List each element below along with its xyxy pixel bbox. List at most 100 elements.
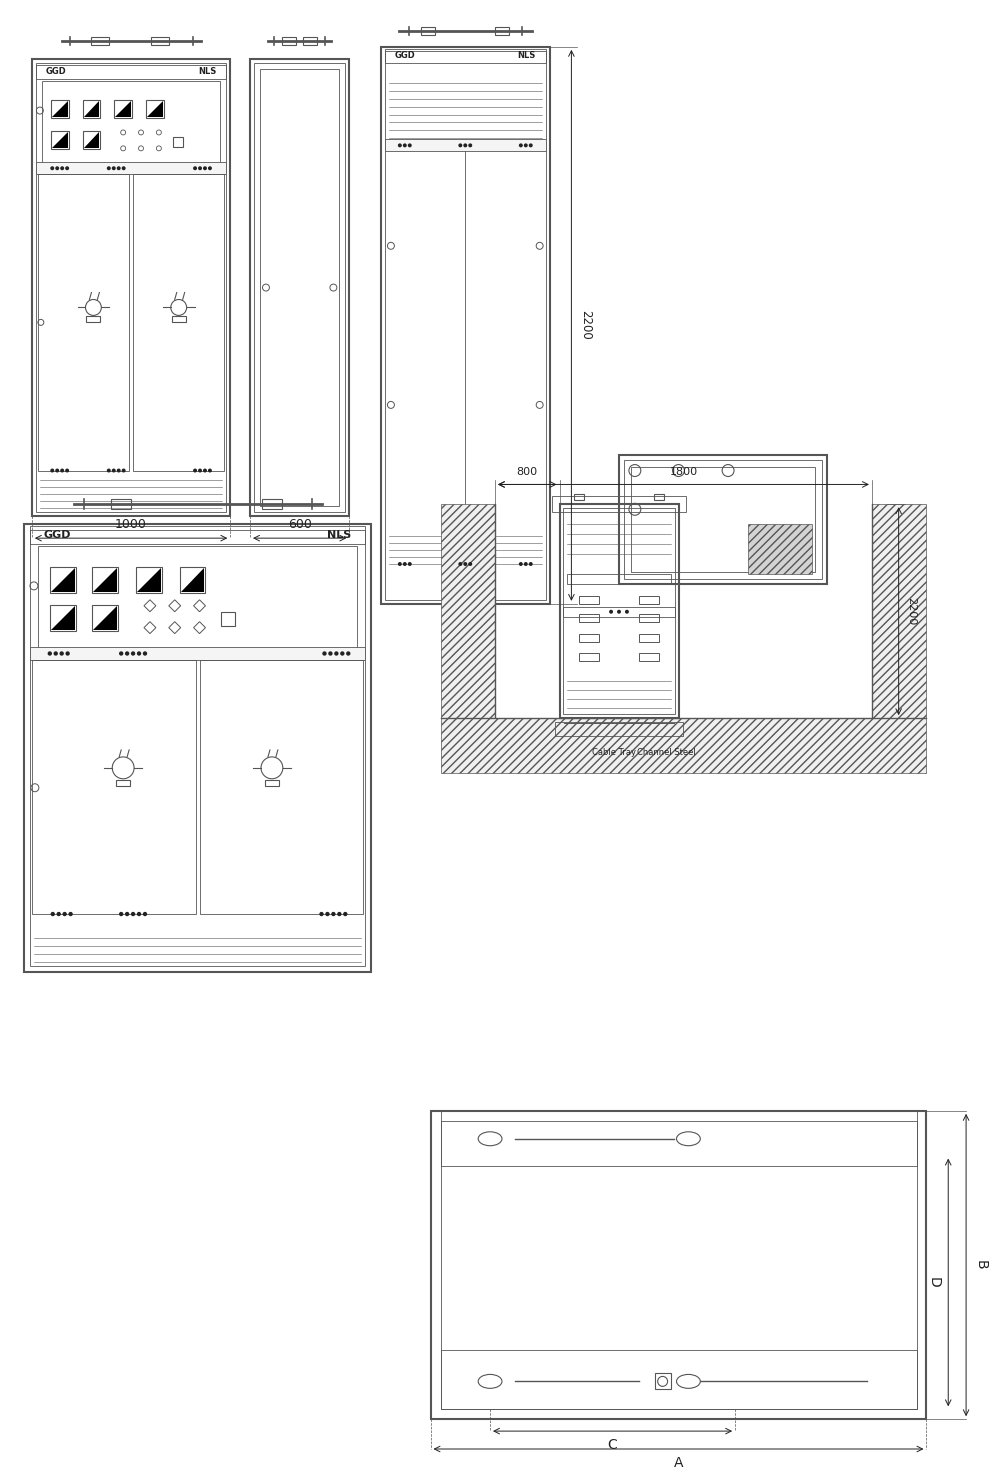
Bar <box>180 567 205 593</box>
Bar <box>30 531 365 965</box>
Bar <box>619 455 827 584</box>
Circle shape <box>334 651 339 655</box>
Bar <box>30 526 365 544</box>
Bar <box>36 62 226 512</box>
Circle shape <box>193 469 197 473</box>
Bar <box>116 780 130 786</box>
Bar <box>133 174 224 470</box>
Bar <box>91 37 109 44</box>
Circle shape <box>403 144 407 147</box>
Ellipse shape <box>478 1375 502 1388</box>
Bar <box>563 607 675 617</box>
Bar <box>51 132 69 150</box>
Bar <box>567 574 671 584</box>
Polygon shape <box>84 132 99 148</box>
Bar <box>639 596 659 604</box>
Text: NLS: NLS <box>198 67 216 76</box>
Bar <box>282 37 296 44</box>
Bar <box>36 65 226 79</box>
Bar <box>36 162 226 174</box>
Text: 600: 600 <box>288 518 312 531</box>
Circle shape <box>408 562 412 567</box>
Bar <box>574 494 584 500</box>
Bar <box>421 27 435 36</box>
Bar <box>32 660 196 914</box>
Circle shape <box>117 166 121 171</box>
Circle shape <box>625 610 629 614</box>
Circle shape <box>122 469 126 473</box>
Circle shape <box>328 651 333 655</box>
Circle shape <box>54 651 58 655</box>
Bar <box>441 1111 917 1409</box>
Circle shape <box>50 166 54 171</box>
Bar <box>111 500 131 509</box>
Circle shape <box>337 912 342 916</box>
Ellipse shape <box>478 1132 502 1146</box>
Circle shape <box>125 651 129 655</box>
Text: NLS: NLS <box>517 52 536 61</box>
Text: GGD: GGD <box>395 52 416 61</box>
Circle shape <box>65 651 70 655</box>
Circle shape <box>131 912 135 916</box>
Text: Channel Steel: Channel Steel <box>637 747 696 756</box>
Bar <box>24 523 371 971</box>
Text: GGD: GGD <box>46 67 67 76</box>
Circle shape <box>408 144 412 147</box>
Bar <box>495 27 509 36</box>
Circle shape <box>617 610 621 614</box>
Text: B: B <box>974 1261 988 1269</box>
Polygon shape <box>52 101 68 117</box>
Bar <box>51 99 69 117</box>
Circle shape <box>107 166 111 171</box>
Polygon shape <box>147 101 163 117</box>
Bar <box>136 567 162 593</box>
Circle shape <box>458 144 462 147</box>
Circle shape <box>65 469 69 473</box>
Bar <box>624 460 822 578</box>
Bar <box>385 50 546 599</box>
Text: NLS: NLS <box>327 529 351 540</box>
Bar <box>381 47 550 604</box>
Text: A: A <box>674 1456 683 1470</box>
Bar <box>441 1121 917 1166</box>
Circle shape <box>117 469 121 473</box>
Text: C: C <box>608 1439 617 1452</box>
Circle shape <box>331 912 336 916</box>
Circle shape <box>119 651 123 655</box>
Bar <box>441 1350 917 1409</box>
Circle shape <box>125 912 129 916</box>
Bar <box>200 660 363 914</box>
Bar <box>560 504 678 718</box>
Circle shape <box>208 166 212 171</box>
Circle shape <box>519 562 523 567</box>
Polygon shape <box>115 101 131 117</box>
Circle shape <box>519 144 523 147</box>
Circle shape <box>463 144 467 147</box>
Circle shape <box>193 166 197 171</box>
Bar <box>42 80 220 171</box>
Polygon shape <box>51 605 75 630</box>
Circle shape <box>398 144 402 147</box>
Bar <box>748 523 812 574</box>
Polygon shape <box>52 132 68 148</box>
Circle shape <box>68 912 73 916</box>
Bar <box>639 614 659 621</box>
Bar <box>50 605 76 630</box>
Bar <box>250 59 349 516</box>
Text: D: D <box>926 1277 940 1287</box>
Bar <box>146 99 164 117</box>
Bar <box>563 509 675 715</box>
Bar <box>555 722 683 736</box>
Circle shape <box>524 562 528 567</box>
Bar <box>92 605 118 630</box>
Polygon shape <box>84 101 99 117</box>
Bar <box>552 497 686 512</box>
Text: 1000: 1000 <box>115 518 147 531</box>
Bar <box>639 633 659 642</box>
Circle shape <box>48 651 52 655</box>
Text: 2200: 2200 <box>907 598 917 626</box>
Bar <box>579 614 599 621</box>
Bar <box>38 174 129 470</box>
Bar <box>32 59 230 516</box>
Circle shape <box>137 651 141 655</box>
